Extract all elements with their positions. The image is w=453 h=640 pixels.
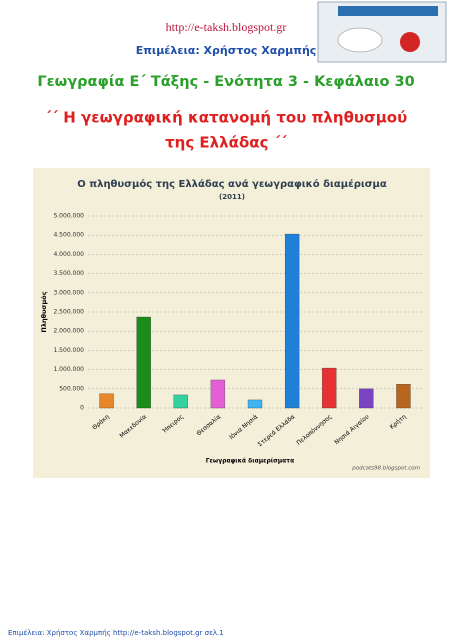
y-tick-label: 500.000: [59, 385, 84, 392]
y-tick-label: 0: [80, 405, 84, 412]
bar: [210, 379, 226, 409]
bar: [322, 367, 337, 409]
y-tick-label: 2.000.000: [53, 328, 84, 335]
logo-banner: [338, 6, 438, 16]
watermark: podcats98.blogspot.com: [351, 466, 420, 472]
title-line: της Ελλάδας ΄΄: [165, 134, 287, 152]
chart-background: [33, 168, 430, 478]
bar: [99, 393, 114, 409]
x-axis-label: Γεωγραφικά διαμερίσματα: [206, 458, 295, 465]
bar: [284, 233, 300, 409]
title-line: ΄΄ Η γεωγραφική κατανομή του πληθυσμού: [45, 109, 407, 127]
chart-subtitle: (2011): [219, 193, 245, 201]
y-tick-label: 3.000.000: [53, 289, 84, 296]
y-tick-label: 3.500.000: [53, 270, 84, 277]
logo-book: [337, 27, 383, 53]
editor: Επιμέλεια: Χρήστος Χαρμπής: [136, 44, 317, 57]
logo-apple: [400, 32, 420, 52]
footer: Επιμέλεια: Χρήστος Χαρμπής http://e-taks…: [8, 629, 224, 637]
y-tick-label: 1.000.000: [53, 366, 84, 373]
bar: [136, 316, 151, 409]
bar: [173, 394, 188, 409]
y-tick-label: 4.500.000: [53, 232, 84, 239]
subject: Γεωγραφία Ε΄ Τάξης - Ενότητα 3 - Κεφάλαι…: [37, 74, 414, 90]
y-tick-label: 4.000.000: [53, 251, 84, 258]
url: http://e-taksh.blogspot.gr: [166, 20, 287, 34]
bar: [396, 384, 411, 409]
y-tick-label: 5.000.000: [53, 213, 84, 220]
y-tick-label: 2.500.000: [53, 309, 84, 316]
bar: [359, 388, 374, 409]
y-axis-label: Πληθυσμός: [40, 291, 48, 332]
chart-title: Ο πληθυσμός της Ελλάδας ανά γεωγραφικό δ…: [77, 178, 387, 190]
bar: [247, 399, 263, 409]
y-tick-label: 1.500.000: [53, 347, 84, 354]
